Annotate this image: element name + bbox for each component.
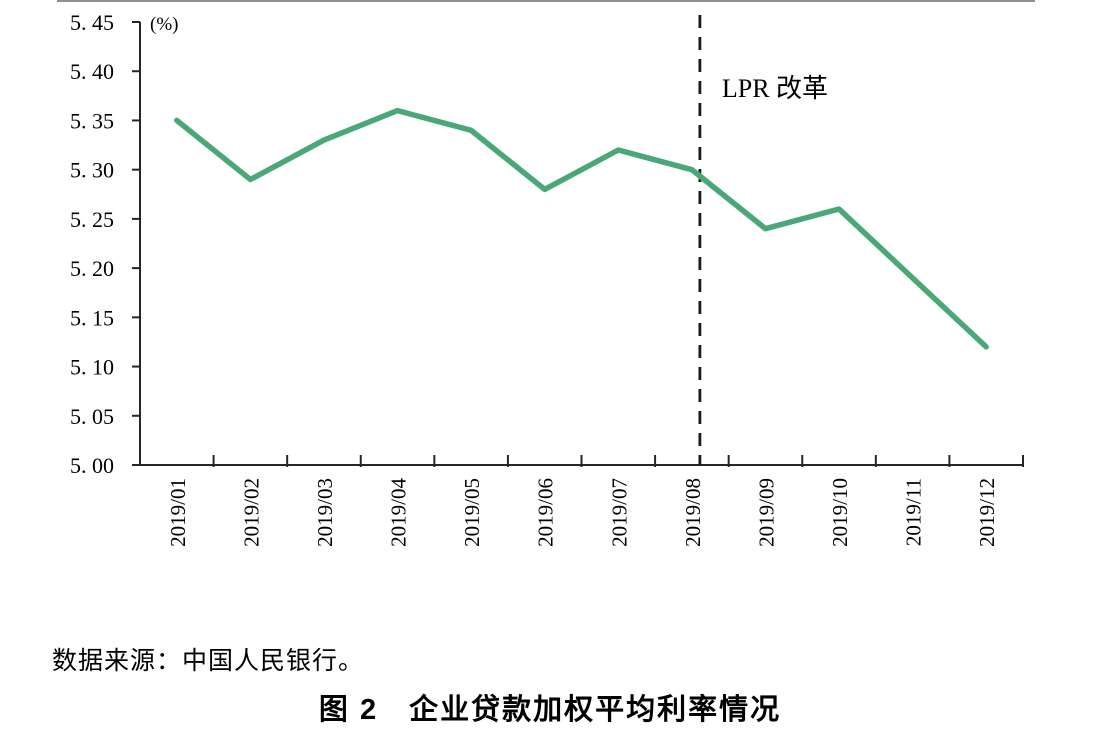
x-tick-label: 2019/01 <box>166 478 190 547</box>
x-tick-label: 2019/10 <box>828 478 852 547</box>
x-tick-label: 2019/02 <box>239 478 263 547</box>
top-border-rule <box>57 0 1035 2</box>
lpr-reform-annotation-label: LPR 改革 <box>722 74 828 103</box>
x-tick-label: 2019/11 <box>902 478 926 546</box>
rate-line-series <box>174 107 989 350</box>
y-tick-label: 5. 35 <box>70 108 114 133</box>
chart-area: 5. 00 5. 05 5. 10 5. 15 5. 20 5. 25 5. 30 5. 35… <box>70 10 1024 547</box>
x-tick-label: 2019/12 <box>975 478 999 547</box>
figure-caption: 图 2 企业贷款加权平均利率情况 <box>318 694 782 726</box>
y-tick-label: 5. 20 <box>70 256 114 281</box>
y-tick-label: 5. 10 <box>70 355 114 380</box>
y-axis-unit-label: (%) <box>150 14 178 35</box>
corporate-loan-rate-line-chart: 5. 00 5. 05 5. 10 5. 15 5. 20 5. 25 5. 30 5. 35… <box>70 10 1024 547</box>
y-tick-label: 5. 45 <box>70 10 114 35</box>
y-tick-label: 5. 05 <box>70 404 114 429</box>
x-tick-label: 2019/08 <box>681 478 705 547</box>
x-tick-label: 2019/09 <box>754 478 778 547</box>
x-tick-label: 2019/06 <box>534 478 558 547</box>
x-tick-label: 2019/03 <box>313 478 337 547</box>
y-tick-label: 5. 15 <box>70 305 114 330</box>
x-tick-label: 2019/05 <box>460 478 484 547</box>
x-tick-label: 2019/07 <box>607 478 631 547</box>
y-tick-label: 5. 00 <box>70 453 114 478</box>
y-tick-label: 5. 40 <box>70 59 114 84</box>
y-tick-label: 5. 25 <box>70 207 114 232</box>
x-tick-label: 2019/04 <box>387 478 411 547</box>
y-tick-label: 5. 30 <box>70 158 114 183</box>
data-source-note: 数据来源：中国人民银行。 <box>52 648 365 675</box>
